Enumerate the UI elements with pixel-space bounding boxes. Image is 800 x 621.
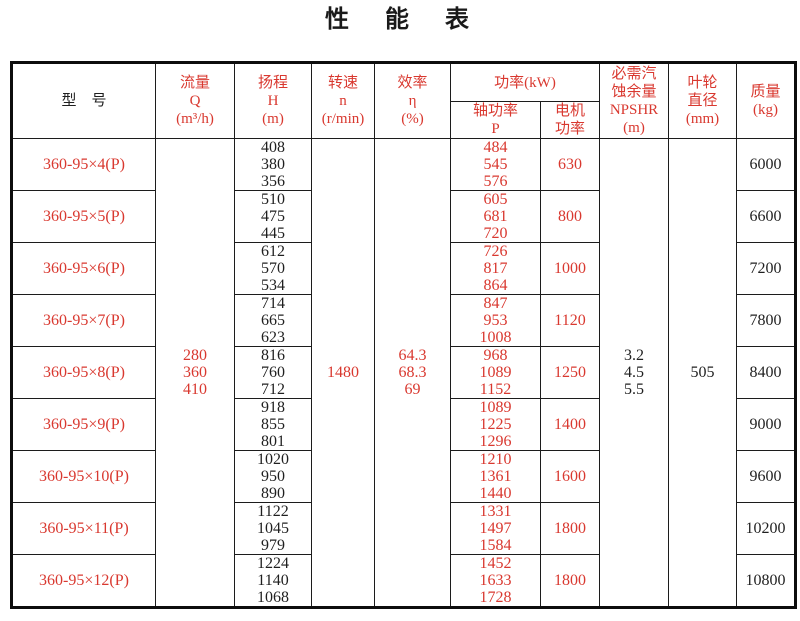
head-cell: 612 570 534 bbox=[234, 242, 312, 295]
header-head: 扬程 H (m) bbox=[234, 62, 312, 139]
head-cell: 1020 950 890 bbox=[234, 450, 312, 503]
model-cell: 360-95×11(P) bbox=[11, 502, 156, 555]
model-cell: 360-95×12(P) bbox=[11, 554, 156, 608]
table-row: 360-95×10(P) 1020 950 890 1210 1361 1440… bbox=[11, 450, 796, 503]
table-row: 360-95×5(P) 510 475 445 605 681 720 800 … bbox=[11, 190, 796, 243]
header-mass: 质量 (kg) bbox=[736, 62, 796, 139]
mass-cell: 7200 bbox=[736, 242, 796, 295]
mass-cell: 6600 bbox=[736, 190, 796, 243]
impeller-merged-cell: 505 bbox=[668, 138, 737, 608]
mass-cell: 8400 bbox=[736, 346, 796, 399]
flow-merged-cell: 280 360 410 bbox=[155, 138, 235, 608]
head-cell: 714 665 623 bbox=[234, 294, 312, 347]
table-row: 360-95×12(P) 1224 1140 1068 1452 1633 17… bbox=[11, 554, 796, 608]
shaft-power-cell: 1331 1497 1584 bbox=[450, 502, 541, 555]
npshr-merged-cell: 3.2 4.5 5.5 bbox=[599, 138, 669, 608]
model-cell: 360-95×7(P) bbox=[11, 294, 156, 347]
shaft-power-cell: 968 1089 1152 bbox=[450, 346, 541, 399]
head-cell: 918 855 801 bbox=[234, 398, 312, 451]
model-cell: 360-95×10(P) bbox=[11, 450, 156, 503]
performance-table: 型 号 流量 Q (m³/h) 扬程 H (m) 转速 n (r/min) 效率… bbox=[10, 61, 797, 609]
shaft-power-cell: 847 953 1008 bbox=[450, 294, 541, 347]
model-cell: 360-95×6(P) bbox=[11, 242, 156, 295]
motor-power-cell: 800 bbox=[540, 190, 600, 243]
head-cell: 1224 1140 1068 bbox=[234, 554, 312, 608]
mass-cell: 7800 bbox=[736, 294, 796, 347]
header-speed: 转速 n (r/min) bbox=[311, 62, 375, 139]
shaft-power-cell: 1089 1225 1296 bbox=[450, 398, 541, 451]
header-flow: 流量 Q (m³/h) bbox=[155, 62, 235, 139]
header-power: 功率(kW) bbox=[450, 62, 600, 102]
table-row: 360-95×9(P) 918 855 801 1089 1225 1296 1… bbox=[11, 398, 796, 451]
mass-cell: 10200 bbox=[736, 502, 796, 555]
shaft-power-cell: 605 681 720 bbox=[450, 190, 541, 243]
mass-cell: 9600 bbox=[736, 450, 796, 503]
header-model: 型 号 bbox=[11, 62, 156, 139]
motor-power-cell: 1800 bbox=[540, 554, 600, 608]
head-cell: 408 380 356 bbox=[234, 138, 312, 191]
motor-power-cell: 1000 bbox=[540, 242, 600, 295]
header-npshr: 必需汽 蚀余量 NPSHR (m) bbox=[599, 62, 669, 139]
table-row: 360-95×6(P) 612 570 534 726 817 864 1000… bbox=[11, 242, 796, 295]
shaft-power-cell: 484 545 576 bbox=[450, 138, 541, 191]
table-row: 360-95×7(P) 714 665 623 847 953 1008 112… bbox=[11, 294, 796, 347]
model-cell: 360-95×9(P) bbox=[11, 398, 156, 451]
mass-cell: 10800 bbox=[736, 554, 796, 608]
shaft-power-cell: 726 817 864 bbox=[450, 242, 541, 295]
header-motor-power: 电机 功率 bbox=[540, 101, 600, 139]
speed-merged-cell: 1480 bbox=[311, 138, 375, 608]
header-impeller-diameter: 叶轮 直径 (mm) bbox=[668, 62, 737, 139]
motor-power-cell: 1400 bbox=[540, 398, 600, 451]
header-efficiency: 效率 η (%) bbox=[374, 62, 451, 139]
table-row: 360-95×8(P) 816 760 712 968 1089 1152 12… bbox=[11, 346, 796, 399]
model-cell: 360-95×5(P) bbox=[11, 190, 156, 243]
mass-cell: 9000 bbox=[736, 398, 796, 451]
table-row: 360-95×11(P) 1122 1045 979 1331 1497 158… bbox=[11, 502, 796, 555]
motor-power-cell: 1800 bbox=[540, 502, 600, 555]
motor-power-cell: 630 bbox=[540, 138, 600, 191]
model-cell: 360-95×8(P) bbox=[11, 346, 156, 399]
shaft-power-cell: 1452 1633 1728 bbox=[450, 554, 541, 608]
head-cell: 1122 1045 979 bbox=[234, 502, 312, 555]
efficiency-merged-cell: 64.3 68.3 69 bbox=[374, 138, 451, 608]
page-title: 性 能 表 bbox=[325, 6, 475, 33]
mass-cell: 6000 bbox=[736, 138, 796, 191]
motor-power-cell: 1600 bbox=[540, 450, 600, 503]
model-cell: 360-95×4(P) bbox=[11, 138, 156, 191]
motor-power-cell: 1250 bbox=[540, 346, 600, 399]
head-cell: 510 475 445 bbox=[234, 190, 312, 243]
head-cell: 816 760 712 bbox=[234, 346, 312, 399]
motor-power-cell: 1120 bbox=[540, 294, 600, 347]
table-row: 360-95×4(P) 280 360 410 408 380 356 1480… bbox=[11, 138, 796, 608]
shaft-power-cell: 1210 1361 1440 bbox=[450, 450, 541, 503]
header-shaft-power: 轴功率 P bbox=[450, 101, 541, 139]
